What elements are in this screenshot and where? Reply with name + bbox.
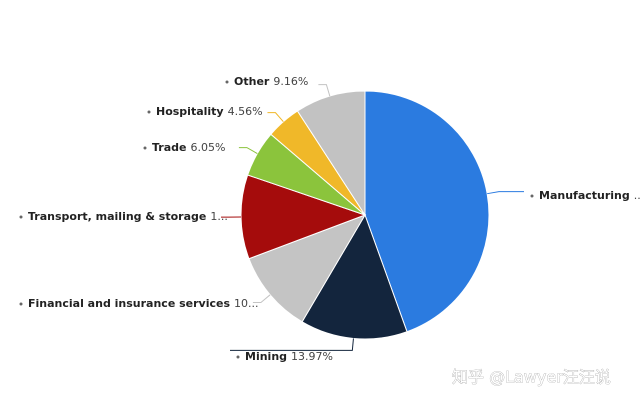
label-dot: [19, 302, 23, 306]
label-dot: [19, 215, 23, 219]
connector: [318, 84, 331, 97]
data-label: Financial and insurance services 10...: [28, 297, 259, 310]
data-label: Transport, mailing & storage 1...: [28, 210, 228, 223]
label-dot: [236, 355, 240, 359]
value-label: 9.16%: [273, 75, 308, 88]
label-dot: [530, 194, 534, 198]
pie-slice: [240, 174, 367, 260]
connector: [267, 112, 284, 123]
category-name: Manufacturing: [539, 189, 630, 202]
value-label: 13.97%: [291, 350, 333, 363]
value-label: 6.05%: [190, 141, 225, 154]
pie-slice: [364, 90, 490, 333]
category-name: Trade: [152, 141, 186, 154]
data-label: Other 9.16%: [234, 75, 308, 88]
value-label: 1...: [210, 210, 228, 223]
connector: [238, 147, 258, 154]
data-label: Hospitality 4.56%: [156, 105, 263, 118]
category-name: Transport, mailing & storage: [28, 210, 206, 223]
value-label: ...: [634, 189, 640, 202]
connector: [252, 294, 271, 304]
data-label: Trade 6.05%: [152, 141, 225, 154]
category-name: Hospitality: [156, 105, 224, 118]
connector: [487, 191, 524, 195]
label-dot: [225, 80, 229, 84]
watermark: 知乎 @Lawyer汪汪说: [452, 368, 611, 387]
data-label: Mining 13.97%: [245, 350, 333, 363]
category-name: Financial and insurance services: [28, 297, 230, 310]
category-name: Other: [234, 75, 270, 88]
label-dot: [143, 146, 147, 150]
category-name: Mining: [245, 350, 287, 363]
label-dot: [147, 110, 151, 114]
data-label: Manufacturing...: [539, 189, 640, 202]
connector: [230, 338, 354, 351]
value-label: 4.56%: [228, 105, 263, 118]
value-label: 10...: [234, 297, 259, 310]
pie-slice: [296, 90, 366, 217]
